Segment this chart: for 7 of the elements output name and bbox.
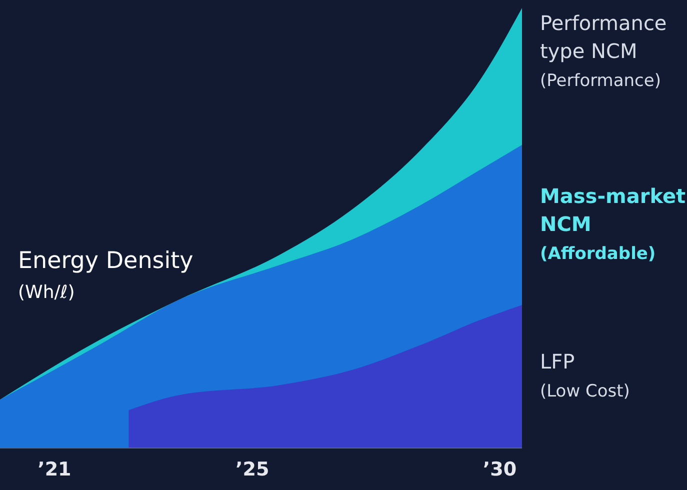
series-label: LFP (Low Cost) — [540, 350, 630, 402]
x-tick-label: ’25 — [236, 458, 270, 480]
y-axis-title: Energy Density (Wh/ℓ) — [18, 248, 194, 303]
series-label: Mass-market NCM (Affordable) — [540, 184, 686, 264]
x-tick-label: ’21 — [38, 458, 72, 480]
series-label: Performance type NCM (Performance) — [540, 11, 667, 91]
x-tick-label: ’30 — [482, 458, 517, 480]
